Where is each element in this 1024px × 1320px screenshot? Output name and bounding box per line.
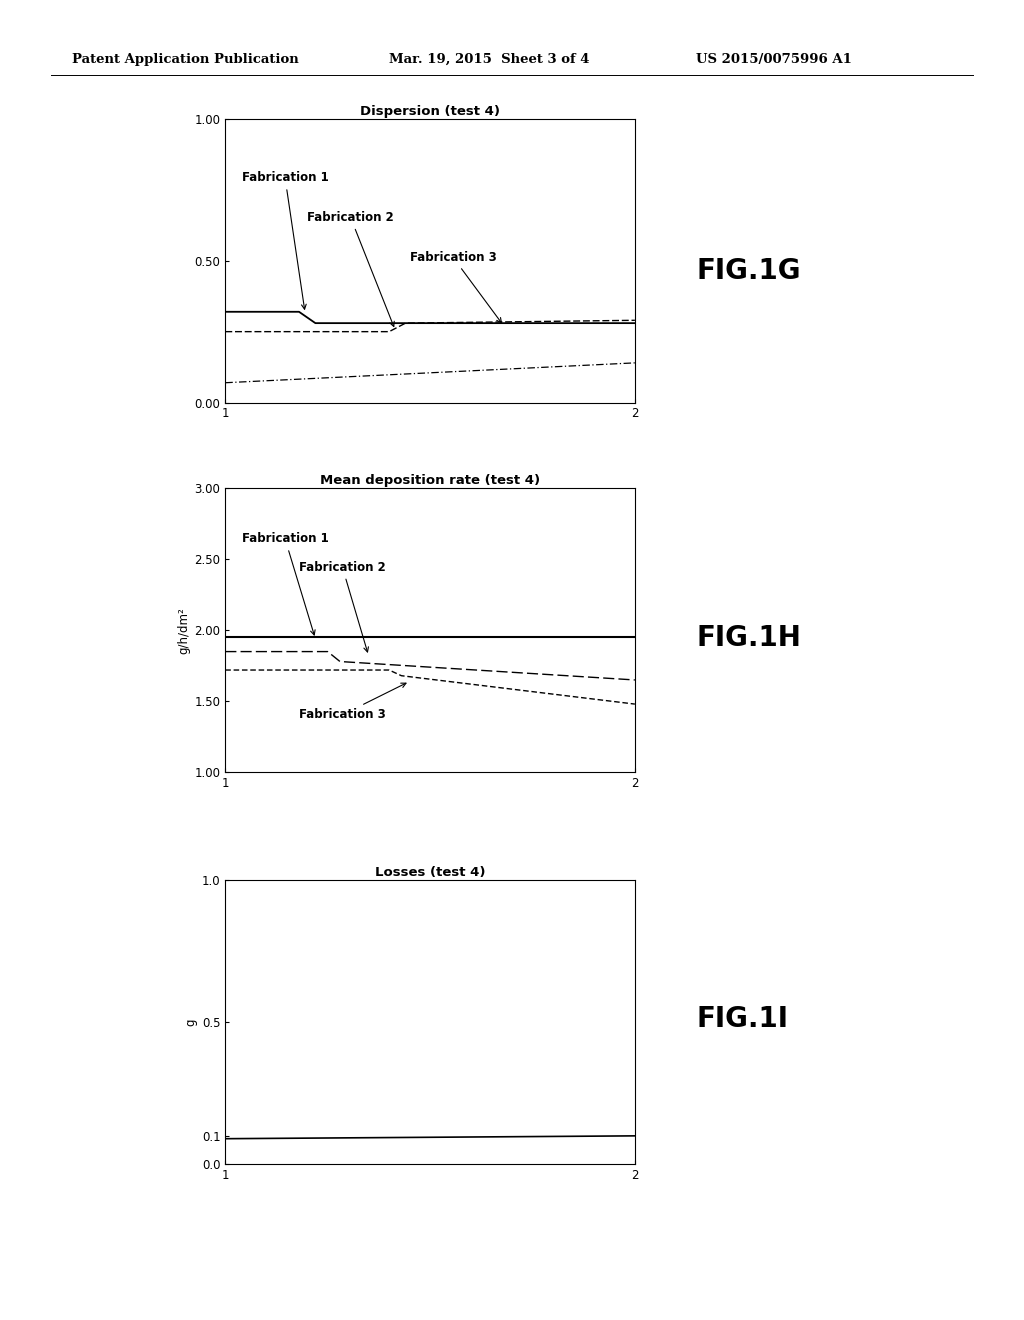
Text: Fabrication 1: Fabrication 1 <box>242 172 329 309</box>
Text: Fabrication 3: Fabrication 3 <box>299 684 406 721</box>
Text: Fabrication 2: Fabrication 2 <box>299 561 386 652</box>
Text: Patent Application Publication: Patent Application Publication <box>72 53 298 66</box>
Text: Mar. 19, 2015  Sheet 3 of 4: Mar. 19, 2015 Sheet 3 of 4 <box>389 53 590 66</box>
Y-axis label: g/h/dm²: g/h/dm² <box>177 607 190 653</box>
Y-axis label: g: g <box>184 1019 198 1026</box>
Text: FIG.1G: FIG.1G <box>696 256 801 285</box>
Title: Mean deposition rate (test 4): Mean deposition rate (test 4) <box>321 474 540 487</box>
Text: US 2015/0075996 A1: US 2015/0075996 A1 <box>696 53 852 66</box>
Title: Dispersion (test 4): Dispersion (test 4) <box>360 104 500 117</box>
Text: FIG.1H: FIG.1H <box>696 623 801 652</box>
Text: Fabrication 1: Fabrication 1 <box>242 532 329 635</box>
Text: Fabrication 3: Fabrication 3 <box>410 251 502 323</box>
Title: Losses (test 4): Losses (test 4) <box>375 866 485 879</box>
Text: FIG.1I: FIG.1I <box>696 1005 788 1034</box>
Text: Fabrication 2: Fabrication 2 <box>307 211 394 326</box>
